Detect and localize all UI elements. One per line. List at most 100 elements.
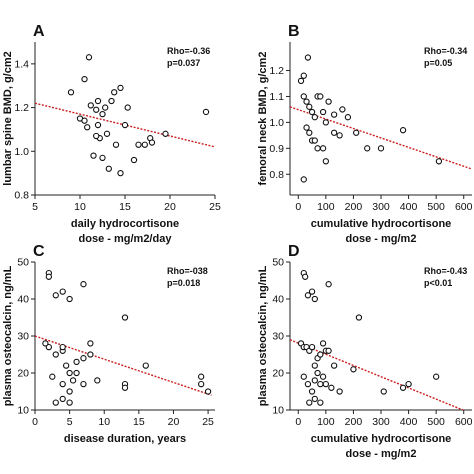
panel-a-point [85,54,93,61]
panel-b-point [311,114,318,121]
panel-c-point [94,377,101,384]
panel-d-point [350,366,357,373]
panel-c-point [142,362,149,369]
panel-c-point [69,377,77,384]
panel-d-point [311,295,318,303]
panel-a-point [105,165,112,172]
panel-a-y-tick-label: 0.8 [14,190,29,202]
panel-d-letter: D [288,243,300,260]
panel-a-point [121,121,129,129]
panel-b-point [330,129,338,136]
panel-b-letter: B [288,23,300,40]
panel-d-point [304,380,312,388]
panel-d-point [319,373,327,380]
panel-b-trend-line [290,106,472,170]
panel-d-point [302,273,309,280]
panel-a-y-tick-label: 1.4 [14,58,29,70]
panel-c-point [52,351,59,358]
panel-c-x-label: disease duration, years [64,433,186,445]
panel-b-point [325,98,332,105]
panel-b-point [435,158,443,165]
panel-b-y-tick-label: 1.0 [269,117,284,129]
panel-b-stat: Rho=-0.34 [424,46,467,56]
panel-c-point [59,343,66,351]
panel-a-y-tick-label: 1.0 [14,146,29,158]
panel-d-y-label: plasma osteocalcin, ng/mL [257,265,269,406]
panel-b-point [344,114,352,121]
panel-d-x-label: cumulative hydrocortisone [311,433,452,445]
panel-b: 0 100 200 300 400 500 600 0.8 0.9 1.0 1.1 1.2 cumula… [257,23,473,245]
panel-b-x-tick-label: 500 [427,201,445,213]
panel-a-stat: Rho=-0.36 [167,46,210,56]
panel-d-point [317,380,324,388]
panel-a-point [102,104,109,111]
panel-a-point [81,76,88,83]
panel-b-point [311,137,318,144]
panel-b-point [330,111,338,118]
panel-a-stat: p=0.037 [167,58,200,68]
panel-c-point [45,273,52,280]
panel-c-point [59,288,66,295]
panel-c-y-tick-label: 30 [17,331,29,343]
panel-a-point [99,110,106,118]
panel-a-x-tick-label: 20 [164,201,176,213]
panel-a-point [112,141,120,148]
panel-c-y-tick-label: 20 [17,368,29,380]
panel-a-x-tick-label: 10 [74,201,86,213]
panel-a-point [111,89,118,96]
panel-b-point [319,108,327,116]
panel-c-point [80,281,87,288]
panel-c-y-label: plasma osteocalcin, ng/mL [2,265,14,406]
panel-b-point [303,98,310,105]
panel-a-point [202,108,210,116]
panel-d-point [311,362,318,369]
panel-d-x-tick-label: 300 [372,416,390,428]
panel-d-point [355,314,363,321]
panel-a-point [93,106,100,113]
panel-a-x-tick-label: 25 [209,201,221,213]
panel-b-y-tick-label: 0.8 [269,169,284,181]
panel-b-x-tick-label: 300 [372,201,390,213]
panel-a-point [141,141,148,148]
panel-a-point [84,124,91,131]
panel-d-point [319,340,327,347]
panel-d-point [336,388,343,395]
panel-a-y-tick-label: 1.2 [14,102,29,114]
panel-b-point [353,129,360,136]
panel-c-x-tick-label: 0 [32,416,38,428]
panel-c-point [198,380,205,388]
panel-d-point [300,373,307,380]
panel-a-point [135,141,142,148]
panel-c-point [73,358,80,366]
panel-b-point [306,103,313,110]
panel-b-y-tick-label: 1.1 [269,91,284,103]
panel-d-point [317,399,324,406]
panel-a-x-label: daily hydrocortisone [71,218,179,230]
panel-d-x-tick-label: 400 [400,416,418,428]
panel-d-point [322,380,329,388]
panel-d-point [311,395,318,403]
panel-c-point [121,384,129,391]
panel-c-point [80,355,87,362]
panel-a-point [90,152,97,159]
panel-d-x-tick-label: 100 [317,416,335,428]
panel-a-point [99,154,106,161]
panel-d-point [325,347,332,354]
panel-c-x-tick-label: 15 [133,416,145,428]
panel-d-y-tick-label: 30 [272,331,284,343]
panel-b-stat: p=0.05 [424,58,452,68]
panel-d-y-tick-label: 10 [272,405,284,417]
panel-d-point [308,388,316,395]
panel-a-point [93,132,100,140]
panel-d-point [399,384,407,391]
panel-d-x-tick-label: 600 [455,416,473,428]
panel-b-x-tick-label: 400 [400,201,418,213]
panel-c-point [121,314,129,321]
panel-d-point [306,399,313,406]
panel-b-point [300,176,307,183]
panel-b-x-tick-label: 0 [295,201,301,213]
panel-a-x-label: dose - mg/m2/day [79,233,173,245]
panel-d-point [317,351,324,358]
panel-a-point [130,156,138,164]
